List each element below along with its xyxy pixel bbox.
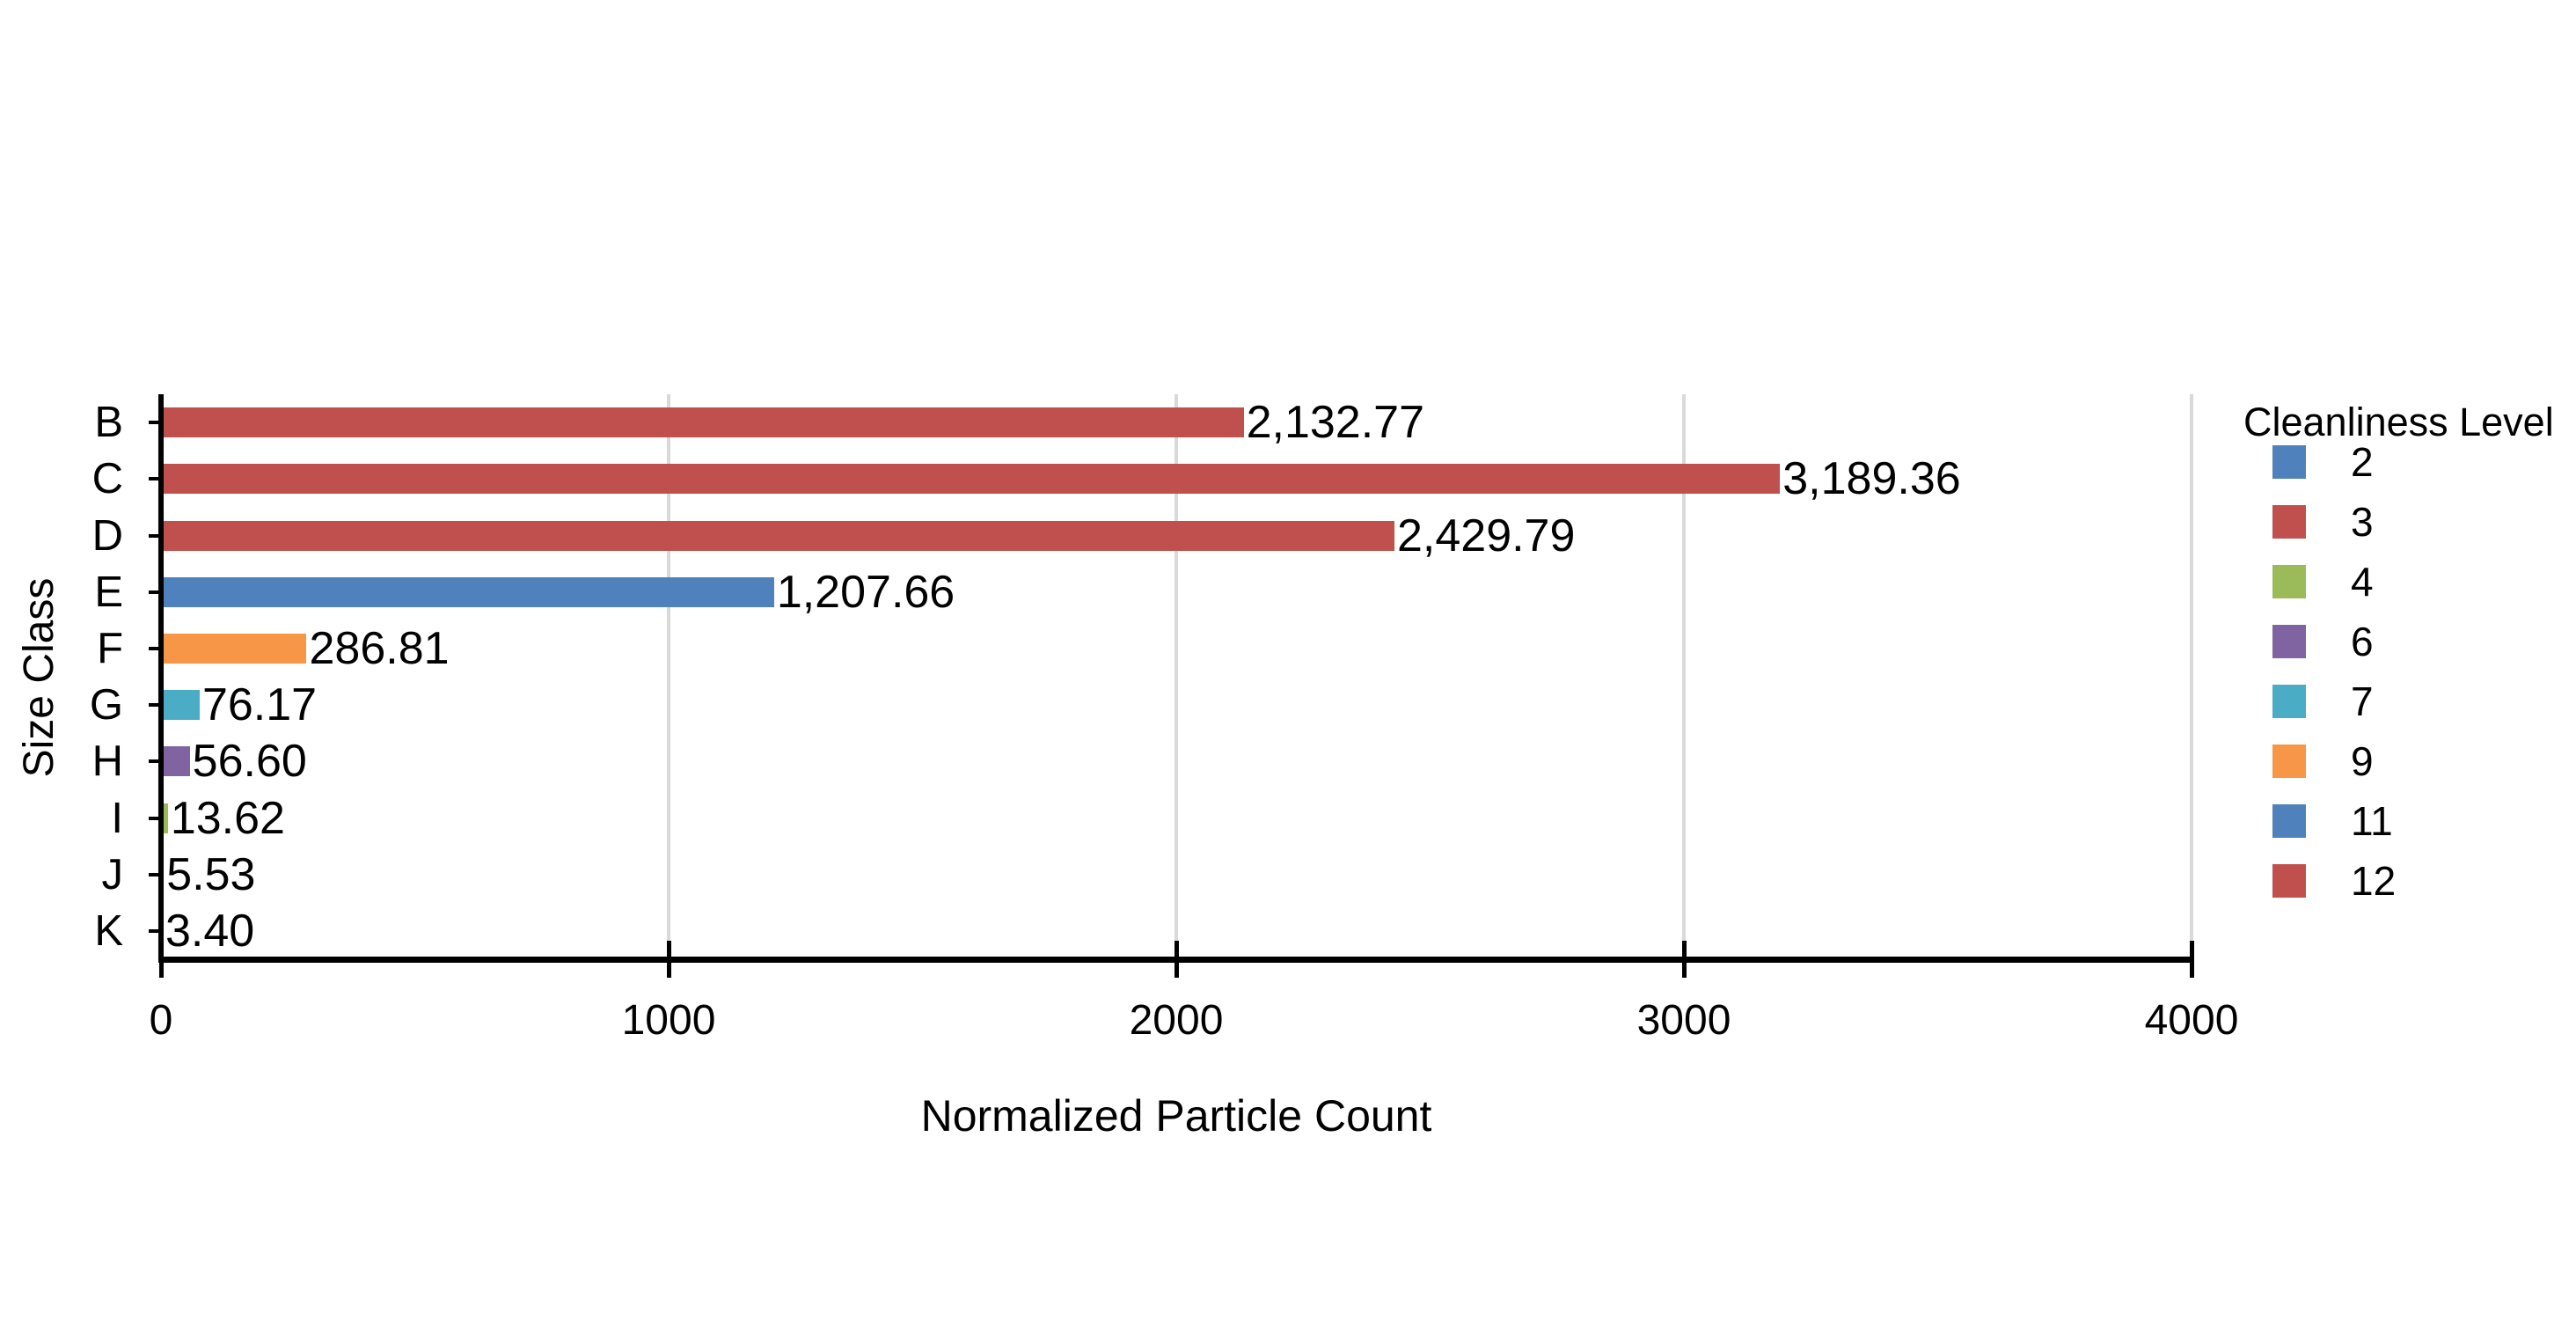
bar bbox=[161, 576, 774, 607]
y-axis-tick bbox=[149, 872, 161, 877]
y-axis-tick bbox=[149, 703, 161, 708]
gridline bbox=[2190, 394, 2193, 959]
bar bbox=[161, 520, 1394, 551]
y-category-label: J bbox=[101, 850, 124, 899]
y-axis-tick bbox=[149, 816, 161, 820]
y-category-label: G bbox=[89, 681, 123, 730]
legend-entry-label: 6 bbox=[2351, 619, 2374, 664]
x-tick-label: 4000 bbox=[2144, 997, 2239, 1044]
x-axis-tick bbox=[1681, 941, 1687, 978]
legend-entry-label: 3 bbox=[2351, 499, 2374, 545]
x-tick-label: 2000 bbox=[1129, 997, 1224, 1044]
legend-swatch bbox=[2272, 804, 2306, 838]
y-category-label: I bbox=[111, 794, 123, 842]
x-tick-label: 0 bbox=[149, 997, 173, 1044]
y-axis-line bbox=[158, 394, 164, 963]
y-category-label: B bbox=[94, 399, 123, 447]
bar-value-label: 2,132.77 bbox=[1246, 397, 1425, 449]
bar-value-label: 3,189.36 bbox=[1782, 453, 1961, 505]
bar-value-label: 3.40 bbox=[165, 905, 255, 957]
legend-entry-label: 9 bbox=[2351, 738, 2374, 784]
y-axis-tick bbox=[149, 646, 161, 650]
gridline bbox=[1682, 394, 1686, 959]
legend-entry-label: 11 bbox=[2351, 798, 2393, 844]
gridline bbox=[1175, 394, 1178, 959]
y-category-label: H bbox=[91, 737, 123, 786]
legend-entry-label: 12 bbox=[2351, 858, 2397, 904]
x-tick-label: 1000 bbox=[621, 997, 716, 1044]
y-category-label: D bbox=[91, 511, 123, 560]
bar bbox=[161, 746, 190, 777]
legend-swatch bbox=[2272, 565, 2306, 598]
y-category-label: K bbox=[94, 906, 123, 955]
bar-value-label: 76.17 bbox=[201, 679, 318, 731]
x-axis-tick bbox=[158, 941, 164, 978]
legend-swatch bbox=[2272, 445, 2306, 479]
x-axis-tick bbox=[666, 941, 671, 978]
y-axis-tick bbox=[149, 590, 161, 594]
legend-entry-label: 7 bbox=[2351, 679, 2374, 724]
legend-swatch bbox=[2272, 625, 2306, 658]
y-category-label: E bbox=[94, 568, 123, 616]
y-axis-title: Size Class bbox=[16, 577, 62, 778]
bar bbox=[161, 690, 200, 721]
bar-value-label: 286.81 bbox=[309, 622, 450, 674]
y-axis-tick bbox=[149, 533, 161, 538]
y-axis-tick bbox=[149, 477, 161, 481]
x-tick-label: 3000 bbox=[1636, 997, 1731, 1044]
bar-value-label: 13.62 bbox=[170, 792, 285, 844]
legend-entry-label: 2 bbox=[2351, 439, 2374, 485]
y-category-label: C bbox=[91, 455, 123, 503]
y-category-label: F bbox=[97, 624, 123, 672]
bar bbox=[161, 803, 168, 833]
legend-entry-label: 4 bbox=[2351, 559, 2374, 605]
gridline bbox=[667, 394, 670, 959]
x-axis-tick bbox=[2189, 941, 2194, 978]
bar-value-label: 56.60 bbox=[192, 736, 307, 788]
bar bbox=[161, 407, 1244, 438]
bar bbox=[161, 633, 307, 664]
legend-swatch bbox=[2272, 505, 2306, 539]
legend-swatch bbox=[2272, 685, 2306, 718]
y-axis-tick bbox=[149, 928, 161, 933]
bar bbox=[161, 464, 1781, 495]
x-axis-title: Normalized Particle Count bbox=[920, 1091, 1432, 1141]
x-axis-tick bbox=[1174, 941, 1179, 978]
bar-value-label: 5.53 bbox=[166, 848, 256, 900]
y-axis-tick bbox=[149, 759, 161, 764]
y-axis-tick bbox=[149, 421, 161, 425]
legend-title: Cleanliness Level bbox=[2243, 400, 2554, 444]
legend-swatch bbox=[2272, 864, 2306, 898]
legend-swatch bbox=[2272, 745, 2306, 778]
bar-value-label: 1,207.66 bbox=[776, 566, 955, 618]
bar-value-label: 2,429.79 bbox=[1396, 510, 1576, 561]
